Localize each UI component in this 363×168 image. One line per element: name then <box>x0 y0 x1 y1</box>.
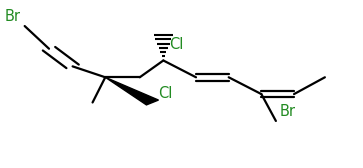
Text: Cl: Cl <box>169 37 183 52</box>
Text: Cl: Cl <box>158 86 172 101</box>
Text: Br: Br <box>280 104 295 119</box>
Text: Br: Br <box>5 9 21 24</box>
Polygon shape <box>105 77 159 105</box>
